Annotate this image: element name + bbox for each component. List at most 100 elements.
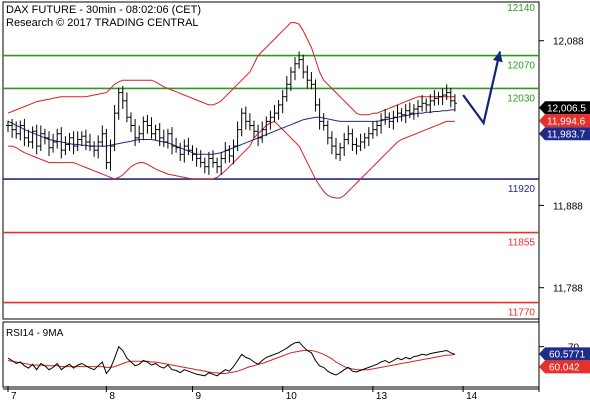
date-axis-ticks: 7 8 9 10 13 14 [7, 386, 478, 400]
rsi-panel-frame [2, 321, 540, 388]
rsi-line [7, 341, 456, 377]
price-bar [346, 125, 351, 145]
x-tick-label: 9 [196, 391, 202, 400]
price-bar [420, 95, 425, 112]
price-bar [133, 118, 138, 147]
price-bar [198, 150, 203, 168]
price-bar [309, 71, 314, 90]
level-label-12140: 12140 [507, 3, 535, 14]
price-bar [10, 118, 15, 138]
price-bar [399, 108, 404, 122]
price-bar [407, 102, 412, 119]
price-bar [247, 113, 252, 131]
level-label-11920: 11920 [508, 184, 536, 195]
price-bar [129, 112, 133, 133]
level-label-12030: 12030 [507, 93, 535, 104]
price-bar [14, 121, 19, 139]
rsi-title: RSI14 - 9MA [6, 328, 64, 339]
price-bar [63, 136, 68, 156]
price-tag-label: 12,006.5 [547, 103, 586, 114]
price-bar [75, 131, 80, 152]
price-bar [424, 98, 429, 112]
price-bar [190, 145, 195, 161]
price-bar [42, 128, 47, 145]
price-bar [334, 137, 338, 160]
price-bar [235, 121, 240, 152]
price-bar [354, 137, 359, 155]
price-bar [83, 129, 88, 151]
level-lines: 12140 12070 12030 11920 11855 11770 [3, 3, 539, 319]
price-bar [325, 120, 330, 145]
price-bar [124, 92, 129, 123]
price-bar [174, 137, 179, 153]
price-bar [223, 141, 228, 164]
price-bar [411, 104, 416, 120]
rsi-tag: 60.042 [539, 360, 590, 374]
x-tick-label: 8 [109, 391, 115, 400]
projection-arrowhead [492, 51, 503, 63]
price-bar [231, 139, 236, 165]
price-bar [440, 88, 445, 105]
price-bar [272, 104, 277, 123]
price-bar [379, 113, 384, 134]
price-tag: 11,994.6 [539, 114, 590, 128]
price-bar [165, 128, 170, 149]
price-bar [268, 110, 273, 130]
bollinger-lower-line [8, 120, 455, 199]
price-bar [88, 133, 92, 152]
x-tick-label: 7 [11, 391, 17, 400]
price-bar [375, 120, 379, 137]
price-bar [108, 139, 113, 171]
price-bar [30, 126, 35, 149]
projection-arrow [462, 51, 503, 126]
price-bar [293, 57, 297, 81]
price-tag: 11,983.7 [539, 127, 590, 141]
price-bar [79, 131, 84, 147]
price-bar [370, 121, 375, 139]
level-label-11855: 11855 [508, 238, 536, 249]
price-bar [276, 99, 281, 120]
price-bar [194, 147, 199, 167]
price-bar [366, 127, 371, 147]
price-bar [120, 85, 125, 110]
price-bar [338, 142, 343, 161]
price-bar [219, 151, 224, 175]
price-axis-ticks: 12,088 11,888 11,788 [539, 37, 584, 295]
rsi-tag: 60.5771 [539, 347, 590, 361]
price-bar [329, 131, 334, 155]
price-bar [38, 125, 43, 152]
price-bar [6, 120, 10, 133]
x-tick-label: 13 [376, 391, 388, 400]
price-bar [206, 151, 211, 175]
price-bar [395, 104, 400, 123]
price-bar [284, 76, 289, 102]
price-bar [112, 104, 117, 152]
price-tags: 12,006.5 11,994.6 11,983.7 [539, 101, 590, 141]
price-bar [358, 133, 363, 152]
y-tick-label: 11,888 [553, 201, 583, 212]
price-bar [149, 117, 154, 139]
price-bar [436, 91, 441, 105]
projection-path [462, 51, 502, 126]
price-bar [305, 65, 310, 89]
price-bar [239, 108, 244, 137]
price-bar [137, 125, 142, 143]
price-bar [264, 116, 269, 137]
price-bar [387, 112, 392, 128]
ma-line [7, 109, 455, 155]
price-bar [448, 87, 453, 108]
price-bar [186, 137, 191, 156]
price-bar [202, 157, 207, 174]
price-bar [280, 90, 285, 114]
price-bar [391, 110, 396, 130]
price-bar [67, 132, 72, 152]
level-label-11770: 11770 [508, 308, 536, 319]
price-bar [170, 127, 174, 155]
price-bar [227, 145, 232, 163]
price-bar [145, 114, 150, 134]
x-tick-label: 14 [466, 391, 478, 400]
price-bar [141, 116, 146, 141]
price-bar [182, 139, 187, 163]
price-bar [92, 141, 97, 157]
